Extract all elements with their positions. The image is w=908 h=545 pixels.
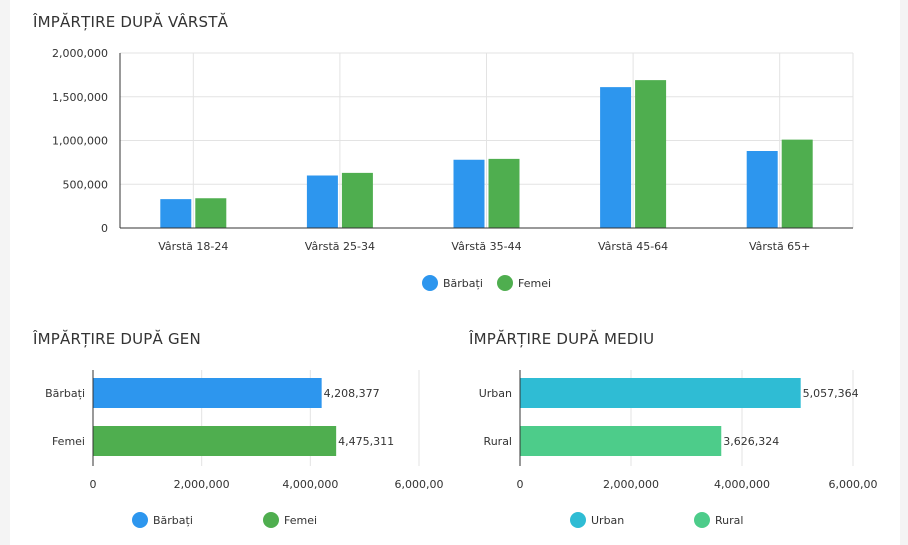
x-tick-label: Vârstă 18-24 bbox=[158, 240, 228, 253]
data-label: 5,057,364 bbox=[803, 387, 859, 400]
x-tick-label: 2,000,000 bbox=[603, 478, 659, 491]
legend-label: Bărbați bbox=[443, 277, 483, 290]
bar-femei-3 bbox=[635, 80, 667, 228]
x-tick-label: 6,000,00 bbox=[829, 478, 878, 491]
y-tick-label: 2,000,000 bbox=[52, 47, 108, 60]
legend-marker-1 bbox=[694, 512, 710, 528]
y-tick-label: 1,500,000 bbox=[52, 91, 108, 104]
bar-femei-0 bbox=[195, 198, 227, 228]
legend-marker-1 bbox=[263, 512, 279, 528]
y-tick-label: Rural bbox=[484, 435, 512, 448]
bar-barbati-4 bbox=[746, 151, 778, 228]
y-tick-label: 0 bbox=[101, 222, 108, 235]
data-label: 3,626,324 bbox=[723, 435, 779, 448]
y-tick-label: Femei bbox=[52, 435, 85, 448]
bar-barbati-1 bbox=[306, 175, 338, 228]
bar-femei-2 bbox=[488, 158, 520, 228]
x-tick-label: 4,000,000 bbox=[714, 478, 770, 491]
bar-femei-4 bbox=[781, 139, 813, 228]
gender-chart-title: ÎMPĂRȚIRE DUPĂ GEN bbox=[33, 330, 201, 348]
data-label: 4,208,377 bbox=[324, 387, 380, 400]
environment-chart-title: ÎMPĂRȚIRE DUPĂ MEDIU bbox=[469, 330, 655, 348]
age-chart-title: ÎMPĂRȚIRE DUPĂ VÂRSTĂ bbox=[33, 13, 229, 31]
legend-label: Femei bbox=[284, 514, 317, 527]
y-tick-label: Urban bbox=[479, 387, 512, 400]
x-tick-label: 4,000,000 bbox=[282, 478, 338, 491]
x-tick-label: Vârstă 65+ bbox=[749, 240, 810, 253]
bar-barbati-3 bbox=[600, 87, 632, 228]
x-tick-label: 0 bbox=[517, 478, 524, 491]
bar-barbati-0 bbox=[160, 199, 192, 228]
data-label: 4,475,311 bbox=[338, 435, 394, 448]
legend-marker-barbati bbox=[422, 275, 438, 291]
y-tick-label: Bărbați bbox=[45, 387, 85, 400]
legend-label: Rural bbox=[715, 514, 743, 527]
env-bar-1 bbox=[520, 426, 722, 456]
legend-label: Urban bbox=[591, 514, 624, 527]
y-tick-label: 1,000,000 bbox=[52, 135, 108, 148]
legend-marker-0 bbox=[132, 512, 148, 528]
legend-label: Femei bbox=[518, 277, 551, 290]
y-tick-label: 500,000 bbox=[63, 178, 109, 191]
env-bar-0 bbox=[520, 378, 801, 408]
legend-marker-femei bbox=[497, 275, 513, 291]
x-tick-label: 2,000,000 bbox=[174, 478, 230, 491]
x-tick-label: Vârstă 45-64 bbox=[598, 240, 668, 253]
gender-bar-0 bbox=[93, 378, 322, 408]
x-tick-label: Vârstă 35-44 bbox=[451, 240, 521, 253]
gender-bar-1 bbox=[93, 426, 337, 456]
x-tick-label: 0 bbox=[90, 478, 97, 491]
legend-label: Bărbați bbox=[153, 514, 193, 527]
x-tick-label: 6,000,00 bbox=[395, 478, 444, 491]
x-tick-label: Vârstă 25-34 bbox=[305, 240, 375, 253]
bar-femei-1 bbox=[341, 172, 373, 228]
bar-barbati-2 bbox=[453, 159, 485, 228]
legend-marker-0 bbox=[570, 512, 586, 528]
